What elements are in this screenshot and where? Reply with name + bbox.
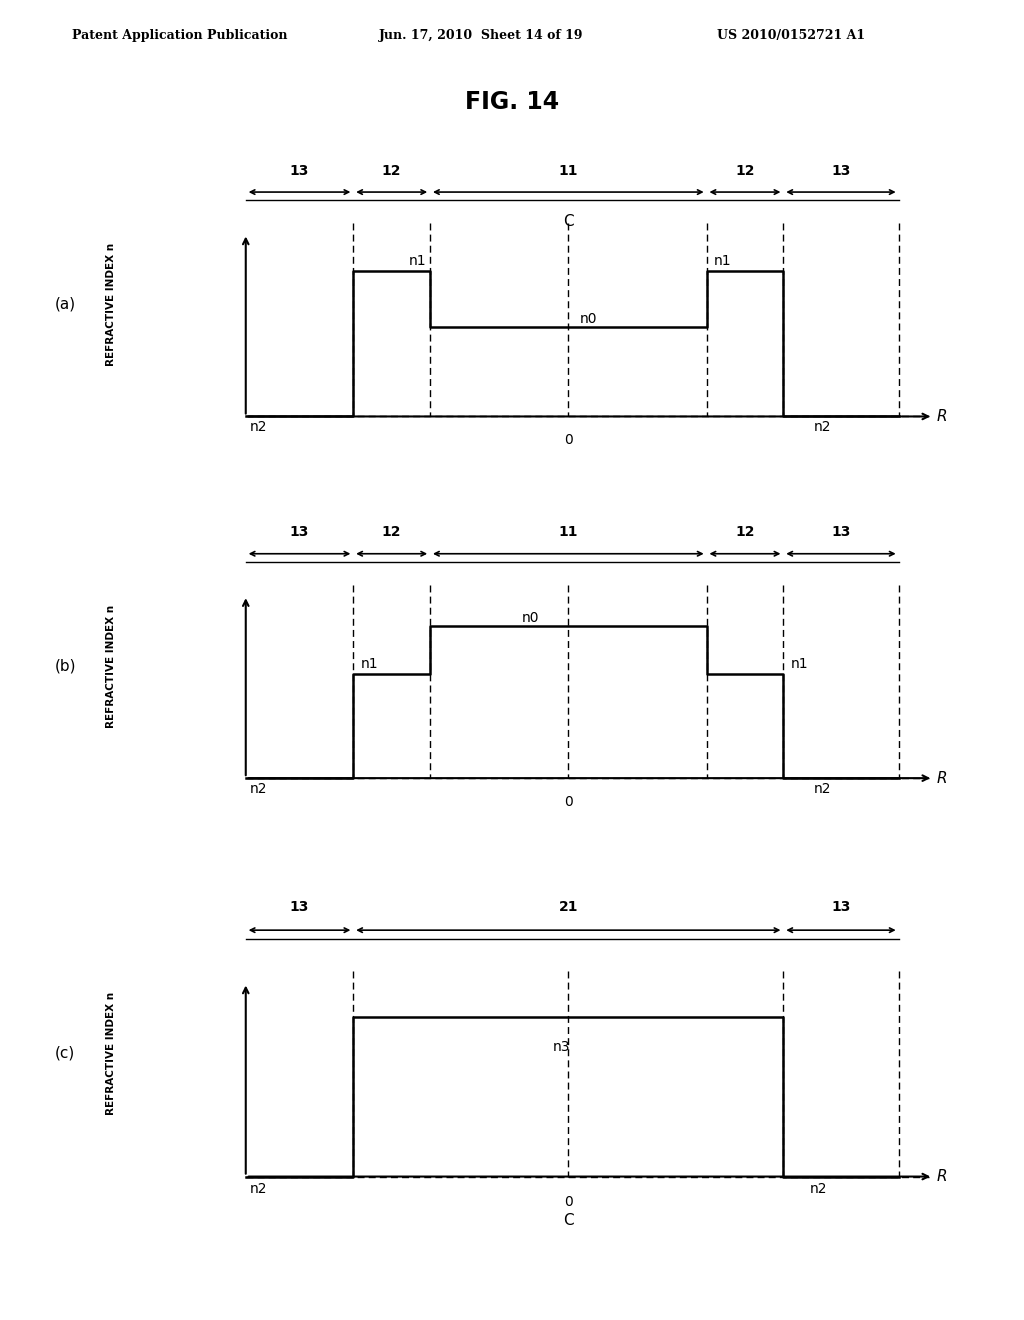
Text: (a): (a) bbox=[54, 297, 76, 312]
Text: 13: 13 bbox=[290, 164, 309, 177]
Text: Patent Application Publication: Patent Application Publication bbox=[72, 29, 287, 42]
Text: REFRACTIVE INDEX n: REFRACTIVE INDEX n bbox=[106, 605, 117, 727]
Text: US 2010/0152721 A1: US 2010/0152721 A1 bbox=[717, 29, 865, 42]
Text: n1: n1 bbox=[715, 253, 732, 268]
Text: n1: n1 bbox=[409, 253, 426, 268]
Text: 11: 11 bbox=[558, 525, 579, 539]
Text: 11: 11 bbox=[558, 164, 579, 177]
Text: R: R bbox=[937, 409, 947, 424]
Text: (b): (b) bbox=[54, 659, 76, 673]
Text: Jun. 17, 2010  Sheet 14 of 19: Jun. 17, 2010 Sheet 14 of 19 bbox=[379, 29, 584, 42]
Text: 12: 12 bbox=[382, 525, 401, 539]
Text: FIG. 14: FIG. 14 bbox=[465, 90, 559, 114]
Text: 13: 13 bbox=[831, 900, 851, 915]
Text: 12: 12 bbox=[735, 525, 755, 539]
Text: n2: n2 bbox=[250, 420, 267, 434]
Text: n1: n1 bbox=[791, 657, 809, 671]
Text: n0: n0 bbox=[522, 611, 540, 626]
Text: n2: n2 bbox=[814, 420, 831, 434]
Text: REFRACTIVE INDEX n: REFRACTIVE INDEX n bbox=[106, 243, 117, 366]
Text: n3: n3 bbox=[553, 1040, 570, 1055]
Text: REFRACTIVE INDEX n: REFRACTIVE INDEX n bbox=[106, 991, 117, 1115]
Text: n0: n0 bbox=[580, 312, 597, 326]
Text: 21: 21 bbox=[558, 900, 579, 915]
Text: C: C bbox=[563, 1213, 573, 1228]
Text: n1: n1 bbox=[361, 657, 379, 671]
Text: R: R bbox=[937, 1170, 947, 1184]
Text: (c): (c) bbox=[55, 1045, 76, 1061]
Text: n2: n2 bbox=[250, 1181, 267, 1196]
Text: n2: n2 bbox=[250, 781, 267, 796]
Text: n2: n2 bbox=[814, 781, 831, 796]
Text: C: C bbox=[563, 214, 573, 230]
Text: R: R bbox=[937, 771, 947, 785]
Text: 12: 12 bbox=[382, 164, 401, 177]
Text: 0: 0 bbox=[564, 433, 572, 447]
Text: 12: 12 bbox=[735, 164, 755, 177]
Text: 0: 0 bbox=[564, 1195, 572, 1209]
Text: 13: 13 bbox=[290, 525, 309, 539]
Text: 13: 13 bbox=[290, 900, 309, 915]
Text: 0: 0 bbox=[564, 795, 572, 809]
Text: 13: 13 bbox=[831, 525, 851, 539]
Text: 13: 13 bbox=[831, 164, 851, 177]
Text: n2: n2 bbox=[810, 1181, 827, 1196]
